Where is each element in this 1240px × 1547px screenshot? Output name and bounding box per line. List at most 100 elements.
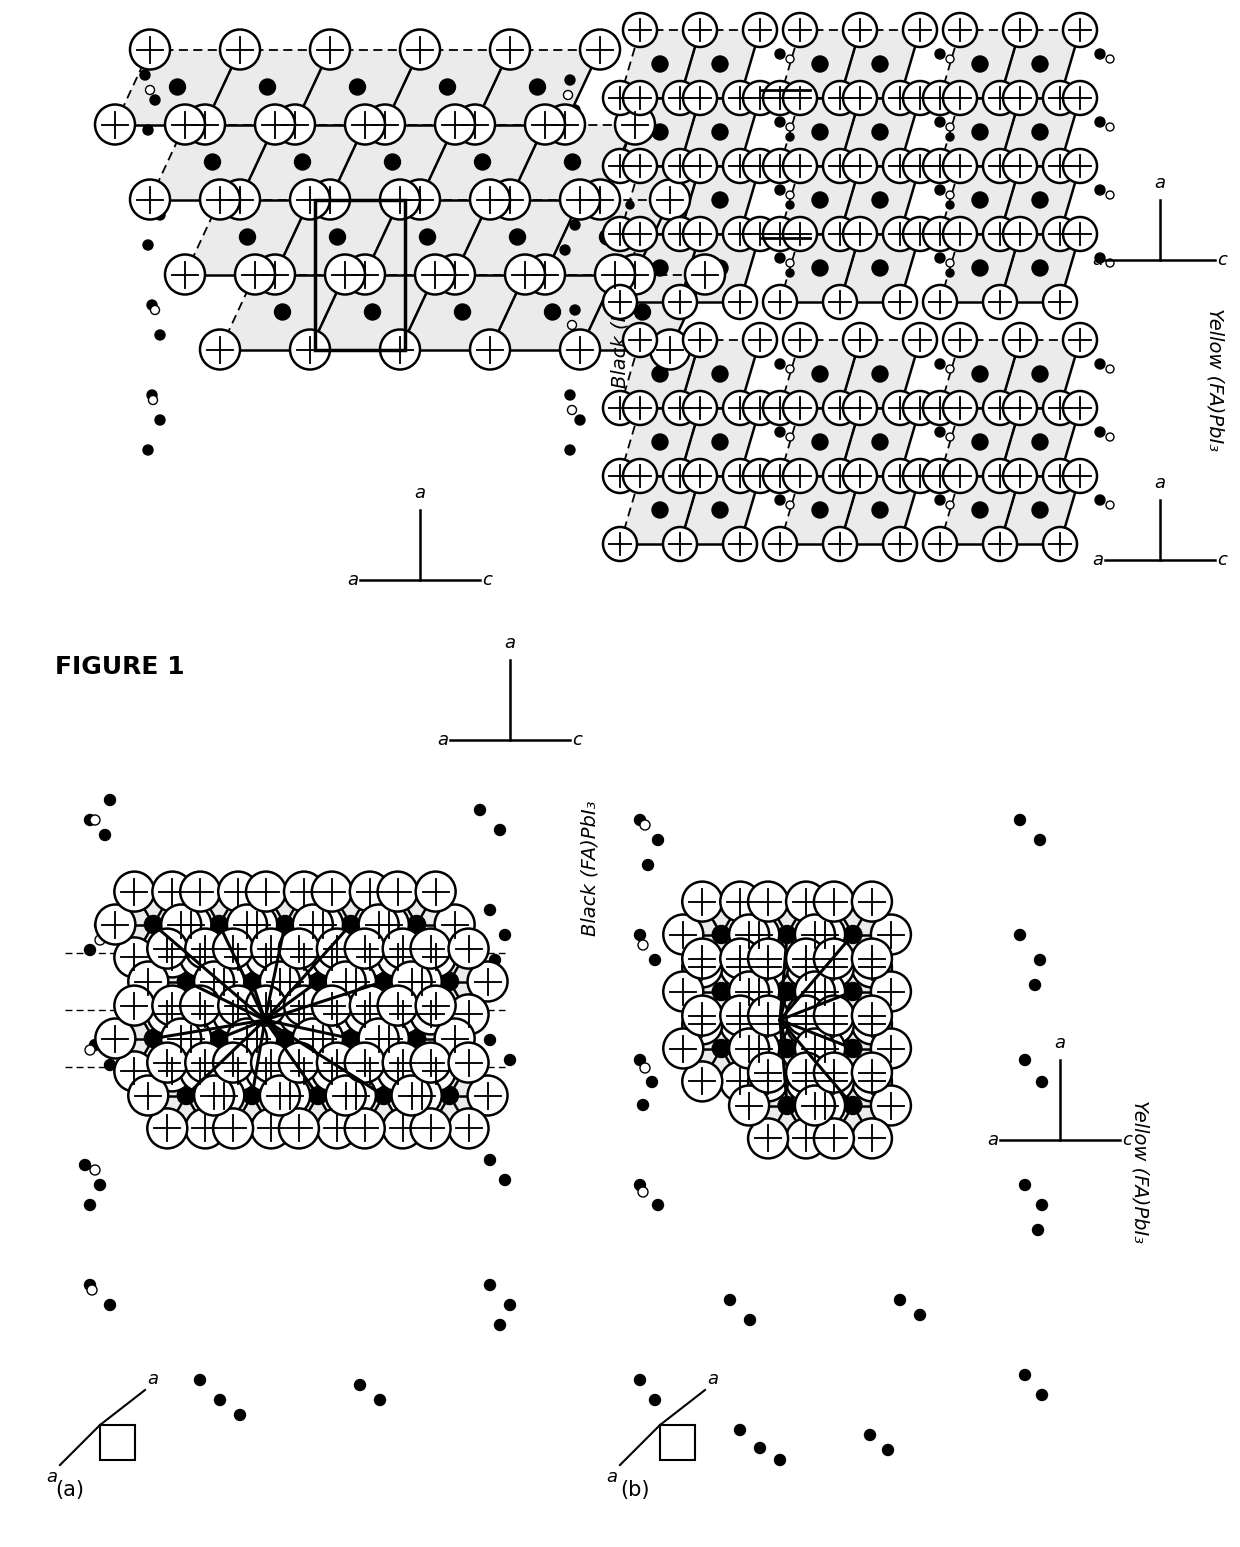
Circle shape <box>1032 124 1048 139</box>
Circle shape <box>185 928 226 968</box>
Circle shape <box>284 985 324 1026</box>
Circle shape <box>782 323 817 357</box>
Circle shape <box>378 985 418 1026</box>
Circle shape <box>683 459 717 493</box>
Circle shape <box>935 359 945 370</box>
Circle shape <box>763 149 797 183</box>
Circle shape <box>843 12 877 46</box>
Circle shape <box>449 995 489 1035</box>
Circle shape <box>568 320 577 330</box>
Text: c: c <box>112 1434 122 1453</box>
Circle shape <box>626 269 634 277</box>
Circle shape <box>415 985 455 1026</box>
Circle shape <box>544 305 560 320</box>
Circle shape <box>1063 217 1097 251</box>
Circle shape <box>565 195 575 206</box>
Circle shape <box>786 1118 826 1159</box>
Circle shape <box>86 1046 95 1055</box>
Circle shape <box>161 1018 201 1058</box>
Circle shape <box>1106 190 1114 200</box>
Circle shape <box>236 255 275 294</box>
Circle shape <box>170 79 186 94</box>
Polygon shape <box>310 274 435 350</box>
Circle shape <box>218 871 258 911</box>
Circle shape <box>786 947 826 987</box>
Circle shape <box>310 29 350 70</box>
Circle shape <box>284 871 324 911</box>
Circle shape <box>211 1029 228 1047</box>
Circle shape <box>723 391 756 425</box>
Circle shape <box>786 190 794 200</box>
Circle shape <box>475 804 486 815</box>
Circle shape <box>165 255 205 294</box>
Circle shape <box>1032 192 1048 207</box>
Circle shape <box>435 105 475 144</box>
Circle shape <box>712 435 728 450</box>
Circle shape <box>903 217 937 251</box>
Polygon shape <box>839 29 920 97</box>
Circle shape <box>903 459 937 493</box>
Circle shape <box>682 947 722 987</box>
Polygon shape <box>680 166 760 234</box>
Circle shape <box>946 190 954 200</box>
Polygon shape <box>546 200 670 274</box>
Circle shape <box>239 229 255 244</box>
Text: a: a <box>987 1131 998 1149</box>
Circle shape <box>1003 459 1037 493</box>
Circle shape <box>652 1199 663 1210</box>
Circle shape <box>185 1043 226 1083</box>
Circle shape <box>128 962 169 1001</box>
Polygon shape <box>510 124 635 200</box>
Circle shape <box>622 459 657 493</box>
Circle shape <box>813 996 854 1035</box>
Circle shape <box>923 80 957 114</box>
Circle shape <box>639 1187 649 1197</box>
Circle shape <box>1063 149 1097 183</box>
Circle shape <box>603 391 637 425</box>
Circle shape <box>972 56 988 73</box>
Circle shape <box>635 930 646 941</box>
Circle shape <box>635 815 646 826</box>
Circle shape <box>1033 1225 1044 1236</box>
Text: a: a <box>1154 473 1166 492</box>
Circle shape <box>317 995 357 1035</box>
Polygon shape <box>940 234 1021 302</box>
Circle shape <box>410 995 450 1035</box>
Circle shape <box>560 330 600 370</box>
Circle shape <box>729 972 769 1012</box>
Circle shape <box>227 1018 267 1058</box>
Circle shape <box>79 1160 91 1171</box>
Circle shape <box>935 186 945 195</box>
Polygon shape <box>999 476 1080 545</box>
Circle shape <box>1037 1077 1048 1088</box>
Circle shape <box>903 391 937 425</box>
Circle shape <box>883 1445 894 1456</box>
Circle shape <box>972 124 988 139</box>
Circle shape <box>130 29 170 70</box>
Circle shape <box>723 459 756 493</box>
Circle shape <box>580 29 620 70</box>
Polygon shape <box>620 340 701 408</box>
Circle shape <box>470 330 510 370</box>
Circle shape <box>843 323 877 357</box>
Polygon shape <box>247 891 322 958</box>
Circle shape <box>720 1061 760 1101</box>
Circle shape <box>195 962 234 1001</box>
Circle shape <box>114 937 154 978</box>
Circle shape <box>786 1052 826 1092</box>
Circle shape <box>786 939 826 979</box>
Polygon shape <box>115 50 241 124</box>
Text: (b): (b) <box>620 1480 650 1501</box>
Circle shape <box>843 391 877 425</box>
Circle shape <box>155 330 165 340</box>
Circle shape <box>883 149 918 183</box>
Circle shape <box>200 179 241 220</box>
Circle shape <box>972 435 988 450</box>
Circle shape <box>812 124 828 139</box>
Circle shape <box>279 1108 319 1148</box>
Circle shape <box>317 1108 357 1148</box>
Circle shape <box>603 285 637 319</box>
Circle shape <box>95 905 135 945</box>
Circle shape <box>663 972 703 1012</box>
Circle shape <box>570 105 580 114</box>
